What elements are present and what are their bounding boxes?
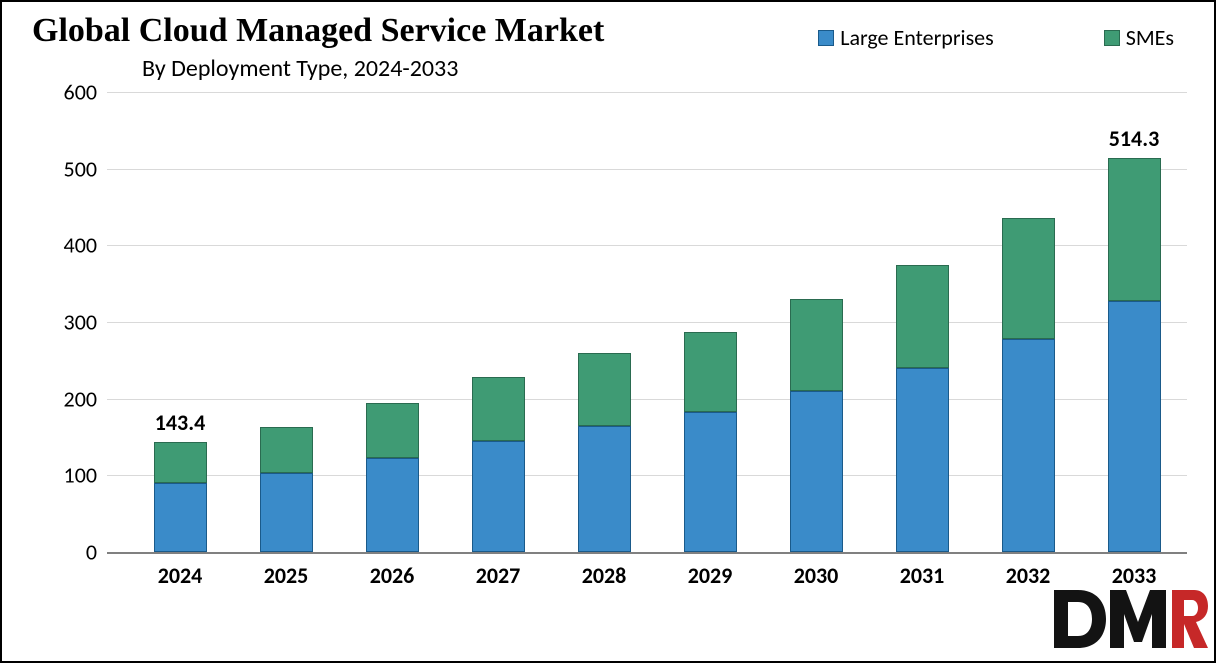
x-tick-label: 2026 [370,562,415,589]
data-label: 143.4 [155,409,205,436]
x-tick-label: 2029 [688,562,733,589]
bar-segment-large-enterprises [578,426,631,553]
legend-swatch-icon [1104,30,1120,46]
bar-group [260,92,313,552]
bar-group [366,92,419,552]
bar-segment-large-enterprises [366,458,419,552]
bar-group [578,92,631,552]
y-tick-label: 200 [47,385,97,412]
chart-title: Global Cloud Managed Service Market [32,12,604,50]
x-tick-label: 2031 [900,562,945,589]
bar-segment-smes [154,442,207,483]
bar-group [154,92,207,552]
legend-swatch-icon [818,30,834,46]
bar-segment-smes [472,377,525,441]
x-tick-label: 2027 [476,562,521,589]
x-tick-label: 2030 [794,562,839,589]
chart-subtitle: By Deployment Type, 2024-2033 [142,54,458,83]
bar-group [472,92,525,552]
bar-segment-large-enterprises [684,412,737,552]
bar-segment-smes [896,265,949,369]
legend-item-large-enterprises: Large Enterprises [818,24,994,51]
bar-segment-large-enterprises [790,391,843,552]
legend-item-smes: SMEs [1104,24,1174,51]
data-label: 514.3 [1109,125,1159,152]
bar-group [790,92,843,552]
bar-segment-smes [1002,218,1055,339]
bar-segment-smes [578,353,631,426]
legend-label: SMEs [1126,24,1174,51]
x-tick-label: 2032 [1006,562,1051,589]
chart-container: Global Cloud Managed Service Market By D… [0,0,1216,663]
y-tick-label: 600 [47,79,97,106]
bar-segment-smes [684,332,737,413]
y-tick-label: 300 [47,309,97,336]
bar-group [1108,92,1161,552]
bar-segment-large-enterprises [1108,301,1161,552]
x-tick-label: 2025 [264,562,309,589]
legend: Large Enterprises SMEs [818,24,1174,51]
y-tick-label: 500 [47,155,97,182]
bar-segment-smes [790,299,843,391]
y-tick-label: 100 [47,462,97,489]
bar-segment-smes [366,403,419,458]
legend-label: Large Enterprises [840,24,994,51]
x-tick-label: 2028 [582,562,627,589]
bar-segment-large-enterprises [896,368,949,552]
y-tick-label: 0 [47,539,97,566]
bar-segment-large-enterprises [260,473,313,552]
gridline [107,552,1187,554]
bar-segment-large-enterprises [1002,339,1055,552]
bar-group [684,92,737,552]
bar-segment-smes [1108,158,1161,301]
logo [1048,586,1208,657]
x-tick-label: 2024 [158,562,203,589]
bar-segment-large-enterprises [472,441,525,552]
x-tick-label: 2033 [1112,562,1157,589]
plot-area: 0100200300400500600202420252026202720282… [107,92,1187,552]
y-tick-label: 400 [47,232,97,259]
bar-group [1002,92,1055,552]
bar-group [896,92,949,552]
bar-segment-large-enterprises [154,483,207,552]
bar-segment-smes [260,427,313,473]
